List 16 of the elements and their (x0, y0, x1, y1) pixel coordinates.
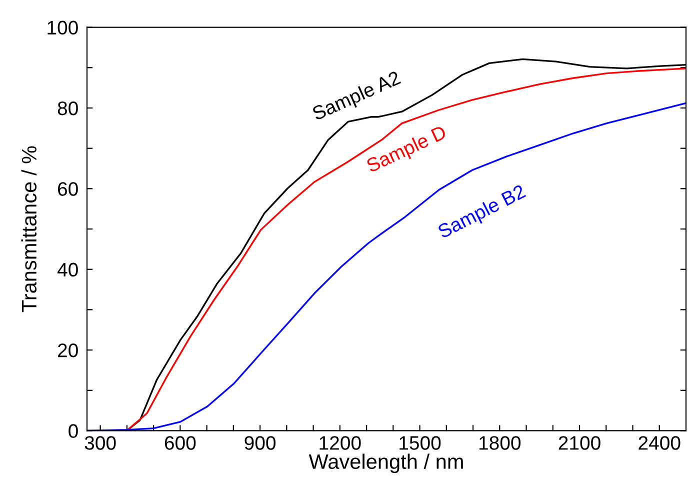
y-tick-label: 40 (57, 262, 78, 277)
x-axis-title: Wavelength / nm (308, 454, 463, 474)
y-tick-label: 100 (48, 20, 78, 35)
x-tick-label: 300 (84, 436, 116, 450)
y-tick-label: 60 (58, 182, 78, 196)
x-tick-label: 600 (164, 436, 196, 450)
x-tick-label: 1500 (400, 436, 441, 450)
y-tick-label: 20 (58, 343, 78, 358)
x-tick-label: 1800 (480, 436, 521, 450)
x-tick-label: 900 (244, 436, 276, 450)
x-tick-label: 2400 (638, 436, 680, 450)
x-tick-label: 1200 (320, 436, 361, 450)
y-tick-label: 0 (68, 424, 78, 438)
y-axis-title: Transmittance / % (21, 146, 37, 312)
y-tick-label: 80 (58, 101, 78, 116)
x-tick-label: 2100 (558, 436, 600, 450)
